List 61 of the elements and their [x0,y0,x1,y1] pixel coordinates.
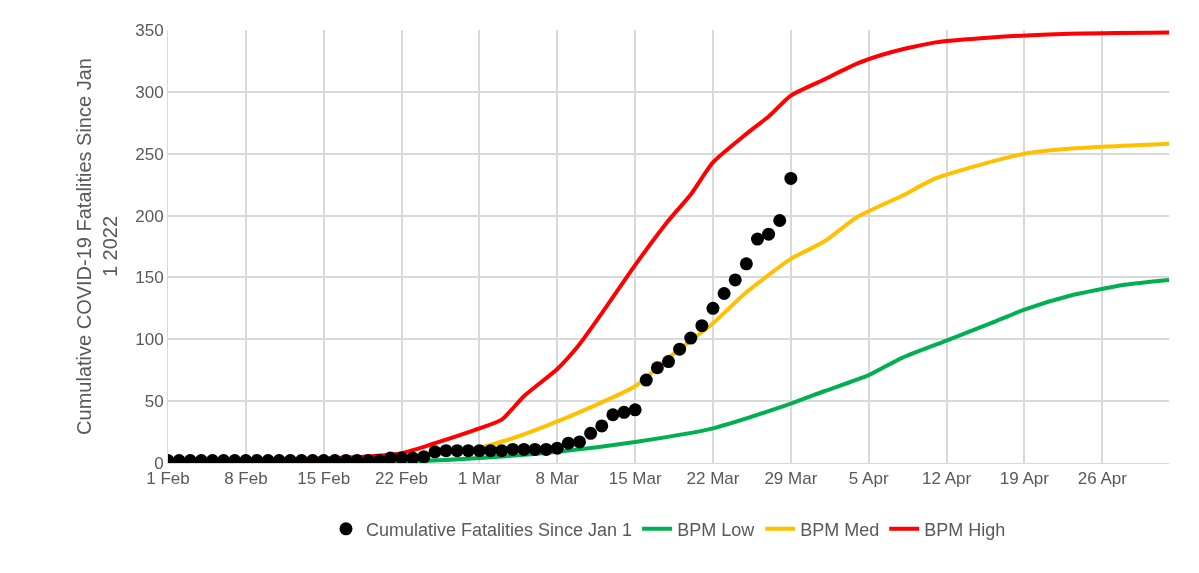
point [650,361,664,375]
y-tick-label: 150 [135,268,164,288]
point [684,331,698,345]
point [517,442,531,456]
legend-label: Cumulative Fatalities Since Jan 1 [366,519,633,540]
x-tick-label: 8 Feb [224,469,268,489]
point [406,451,420,463]
point [539,442,553,456]
point [639,373,653,387]
y-tick-label: 50 [144,392,164,412]
point [506,442,520,456]
x-tick-label: 22 Mar [686,469,740,489]
point [528,442,542,456]
point [461,444,475,458]
point [695,319,709,333]
point [428,445,442,459]
point [662,355,675,369]
point [606,408,620,422]
point [383,451,397,463]
point [739,257,753,271]
x-tick-label: 15 Feb [297,469,351,489]
point [750,232,764,246]
point [706,301,720,315]
point [472,444,486,458]
y-tick-label: 350 [135,20,164,40]
x-tick-label: 26 Apr [1077,469,1128,489]
point [717,287,731,300]
point [673,342,687,356]
x-tick-label: 5 Apr [848,469,889,489]
legend-label: BPM High [924,519,1006,540]
x-tick-label: 1 Mar [457,469,502,489]
point [495,444,509,458]
x-tick-label: 12 Apr [921,469,972,489]
x-tick-label: 19 Apr [999,469,1050,489]
legend-label: BPM Low [677,519,756,540]
point [439,444,453,458]
point [595,419,609,433]
point [584,426,598,440]
point [762,227,776,241]
point [417,450,431,463]
point [573,435,587,449]
y-tick-label: 200 [135,206,164,226]
point [550,441,564,455]
point [773,214,787,228]
y-tick-label: 300 [135,82,164,102]
point [484,444,498,458]
x-tick-label: 8 Mar [535,469,580,489]
point [561,436,575,450]
point [628,403,642,417]
point [395,451,409,463]
point [784,171,798,185]
point [728,273,742,287]
x-tick-label: 29 Mar [764,469,818,489]
x-tick-label: 22 Feb [375,469,429,489]
y-tick-label: 100 [135,330,164,350]
x-tick-label: 15 Mar [608,469,662,489]
point [450,444,464,458]
y-axis-title: Cumulative COVID-19 Fatalities Since Jan 1 2022 [72,58,121,435]
y-tick-label: 250 [135,144,164,164]
point [617,405,631,419]
legend-label: BPM Med [800,519,880,540]
